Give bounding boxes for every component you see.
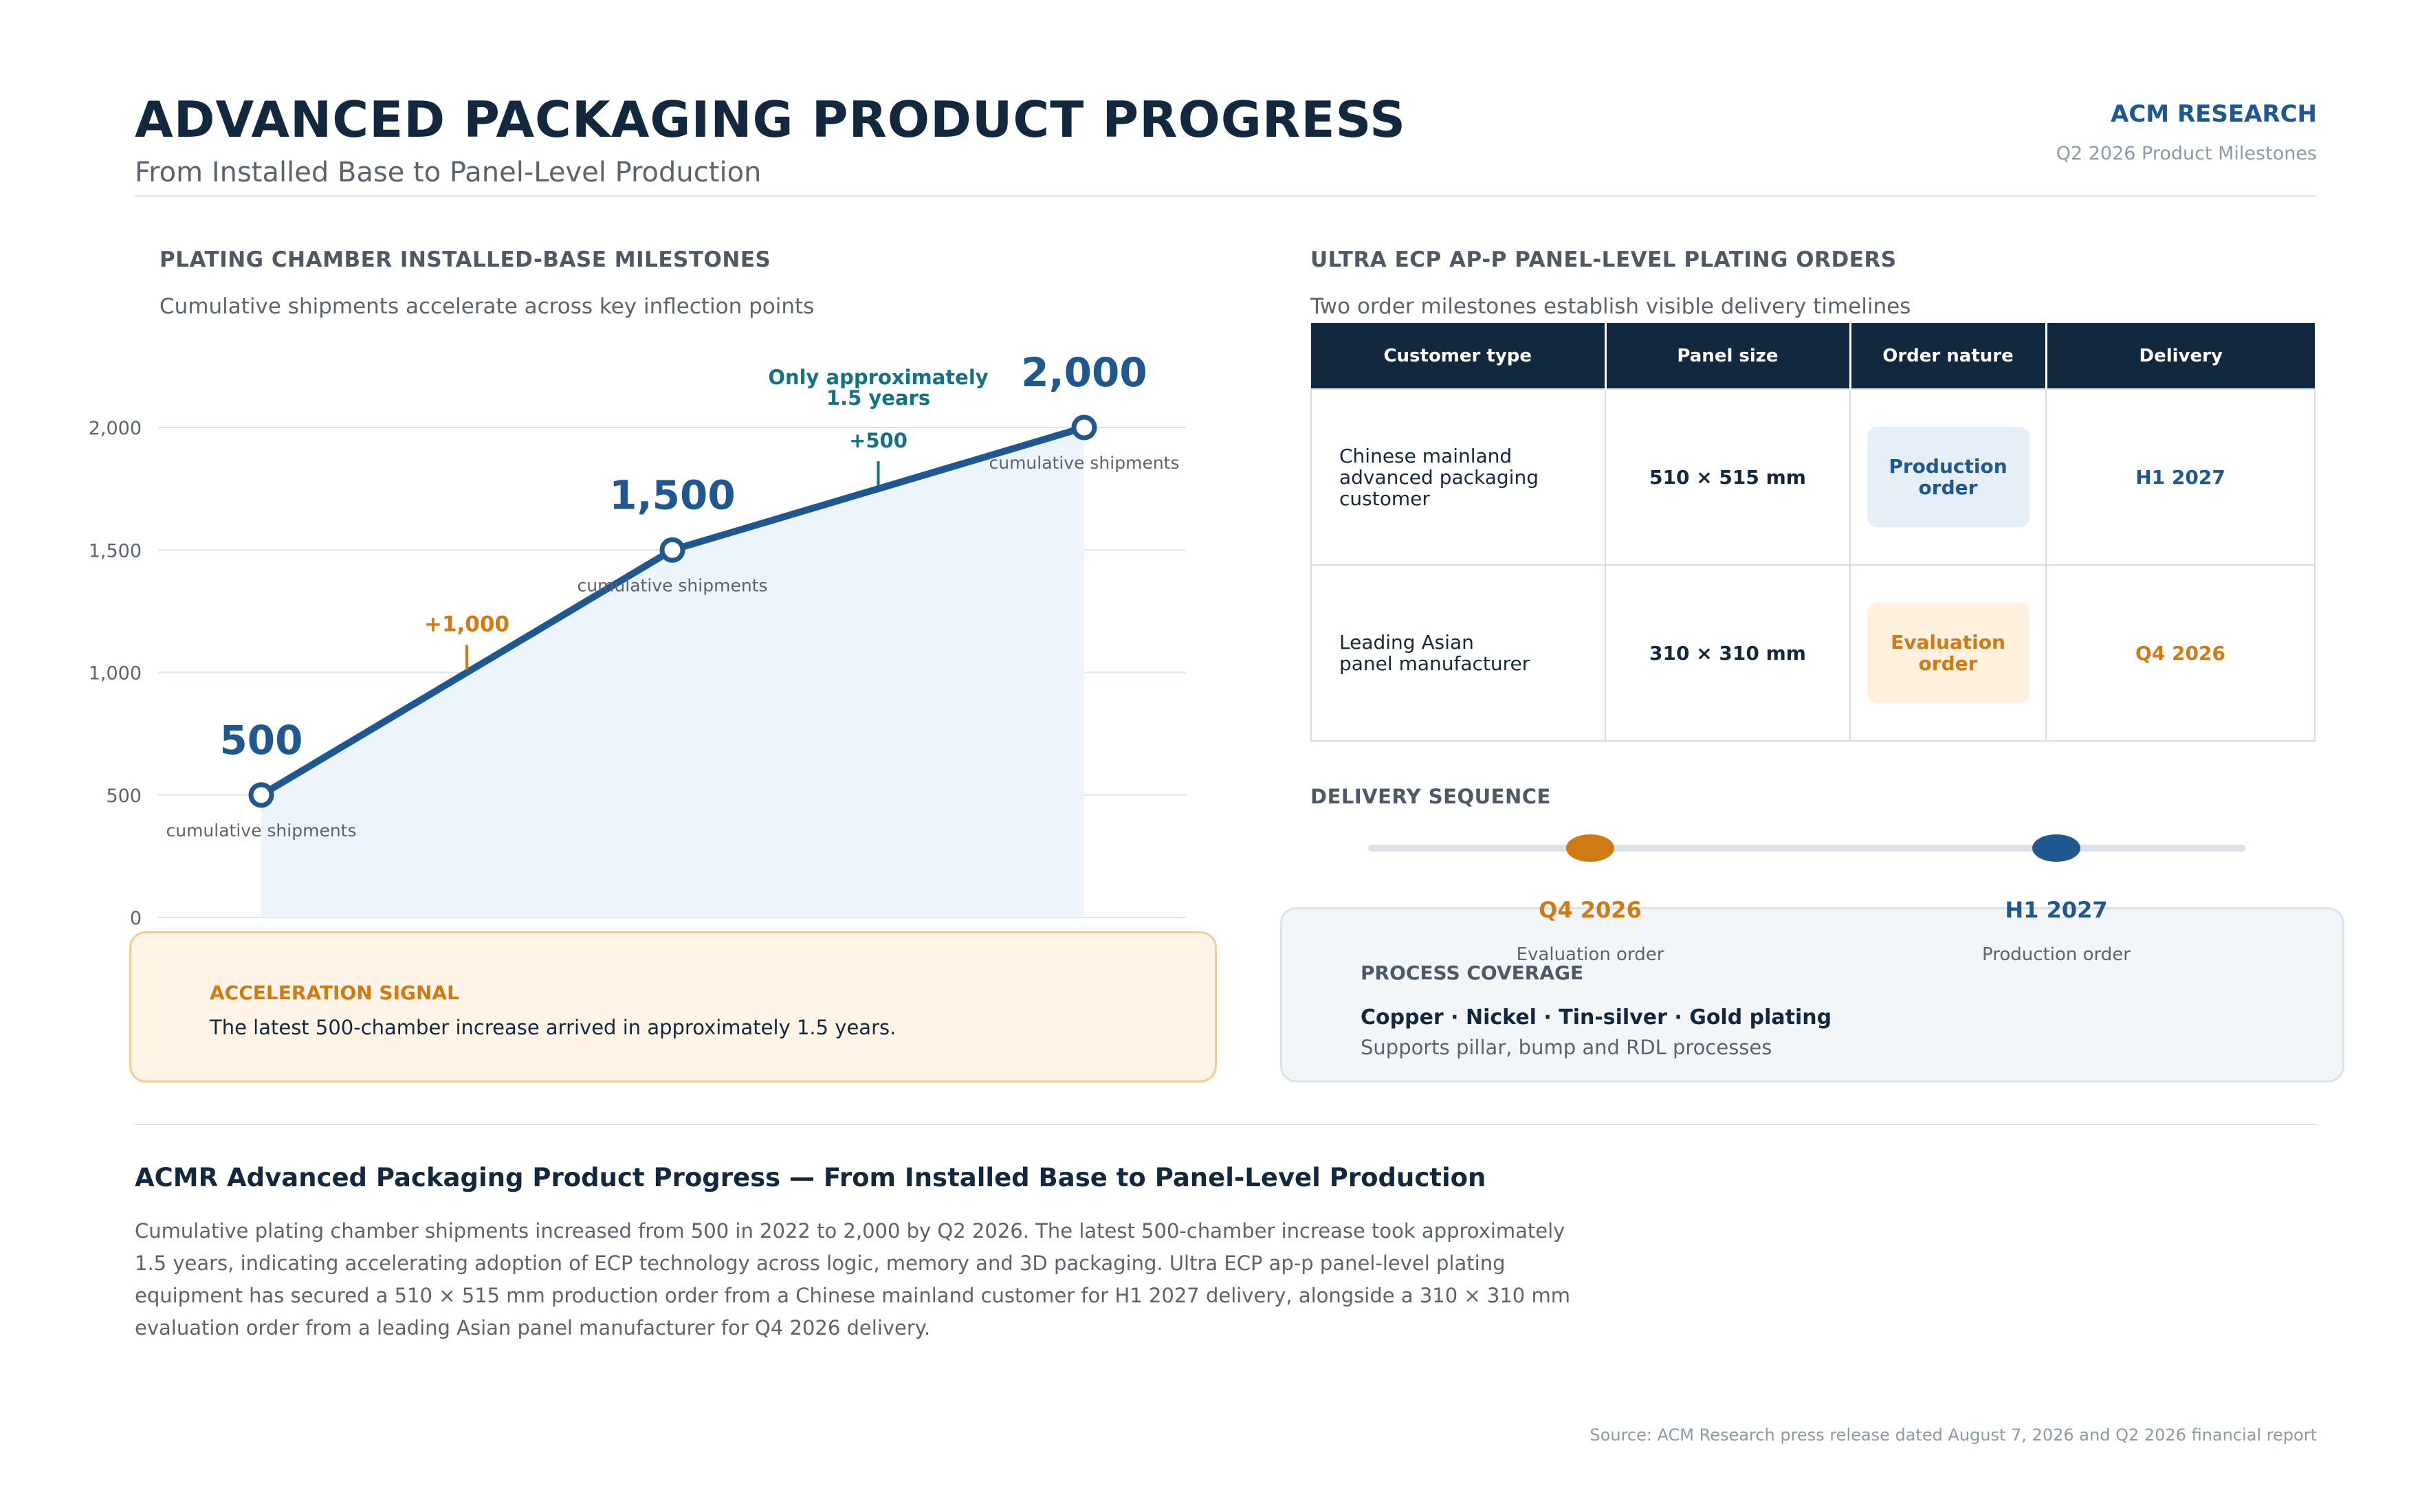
sequence-order-kind: Production order [1982,944,2131,965]
column-header-delivery: Delivery [2046,323,2315,389]
badge-line: Evaluation [1891,631,2005,654]
customer-line: Chinese mainland [1339,444,1512,467]
sequence-date: Q4 2026 [1539,897,1642,923]
customer-cell: Leading Asian panel manufacturer [1310,564,1606,742]
chart-area-fill [261,427,1084,918]
order-nature-cell: Production order [1849,388,2047,566]
chart-section-subheading: Cumulative shipments accelerate across k… [160,294,815,319]
data-point-sublabel: cumulative shipments [577,575,767,595]
badge-line: Production [1889,455,2008,478]
chart-section-heading: PLATING CHAMBER INSTALLED-BASE MILESTONE… [160,247,771,272]
panel-size-cell: 510 × 515 mm [1605,388,1851,566]
annotation-note: Only approximately [768,366,988,389]
badge-line: order [1918,652,1978,675]
order-nature-badge: Production order [1867,427,2030,527]
data-point [248,782,274,808]
customer-line: Leading Asian [1339,631,1474,654]
data-point [659,537,685,563]
brand-name: ACM RESEARCH [2111,100,2317,128]
panel-size-cell: 310 × 310 mm [1605,564,1851,742]
brand-subtitle: Q2 2026 Product Milestones [2056,143,2317,164]
column-header-order-nature: Order nature [1850,323,2047,389]
delivery-cell: H1 2027 [2045,388,2316,566]
acceleration-signal-box: ACCELERATION SIGNAL The latest 500-chamb… [129,931,1217,1082]
summary-title: ACMR Advanced Packaging Product Progress… [135,1163,1486,1192]
acceleration-signal-text: The latest 500-chamber increase arrived … [210,1016,896,1039]
page-subtitle: From Installed Base to Panel-Level Produ… [135,157,762,188]
data-value-label: 2,000 [1021,349,1147,396]
badge-line: order [1918,476,1978,499]
order-nature-badge: Evaluation order [1867,603,2030,703]
column-header-panel-size: Panel size [1605,323,1851,389]
customer-line: customer [1339,487,1430,510]
customer-line: advanced packaging [1339,465,1539,489]
delta-label: +1,000 [424,612,509,637]
delivery-cell: Q4 2026 [2045,564,2316,742]
data-value-label: 500 [219,717,302,764]
y-tick-label: 2,000 [89,418,142,439]
data-point-sublabel: cumulative shipments [989,453,1179,473]
delta-label: +500 [849,429,908,452]
process-coverage-title: PROCESS COVERAGE [1361,961,1584,984]
table-row: Leading Asian panel manufacturer 310 × 31… [1310,564,2316,742]
table-row: Chinese mainland advanced packaging custom… [1310,388,2316,566]
sequence-marker-q4-2026 [1566,834,1614,862]
customer-line: panel manufacturer [1339,652,1530,675]
delivery-sequence-heading: DELIVERY SEQUENCE [1310,785,1551,808]
process-coverage-list: Copper · Nickel · Tin-silver · Gold plat… [1361,1005,1832,1030]
order-nature-cell: Evaluation order [1849,564,2047,742]
summary-divider [135,1124,2317,1125]
page-title: ADVANCED PACKAGING PRODUCT PROGRESS [135,91,1406,148]
summary-body: Cumulative plating chamber shipments inc… [135,1219,1570,1339]
data-value-label: 1,500 [609,471,735,518]
installed-base-chart: 0 500 1,000 1,500 2,000 +1,000 +500 Only appro… [89,349,1186,929]
table-header-row: Customer type Panel size Order nature De… [1311,323,2315,389]
y-tick-label: 0 [130,908,142,929]
process-coverage-note: Supports pillar, bump and RDL processes [1361,1036,1772,1059]
y-tick-label: 500 [106,786,142,807]
column-header-customer: Customer type [1311,323,1607,389]
orders-table: Customer type Panel size Order nature De… [1310,323,2316,742]
sequence-marker-h1-2027 [2032,834,2080,862]
data-point-sublabel: cumulative shipments [166,821,356,841]
chart-points: 500 cumulative shipments 1,500 cumulative s… [166,349,1179,841]
y-tick-label: 1,000 [89,663,142,685]
sequence-track [1368,845,2245,852]
sequence-order-kind: Evaluation order [1516,944,1664,965]
sequence-date: H1 2027 [2005,897,2108,923]
source-note: Source: ACM Research press release dated… [1590,1425,2317,1445]
header-divider [135,195,2317,197]
process-coverage-box: PROCESS COVERAGE Copper · Nickel · Tin-s… [1280,907,2344,1082]
acceleration-signal-title: ACCELERATION SIGNAL [210,981,459,1004]
annotation-note: 1.5 years [826,386,930,410]
orders-section-heading: ULTRA ECP AP-P PANEL-LEVEL PLATING ORDER… [1310,247,1897,272]
y-tick-label: 1,500 [89,540,142,562]
orders-section-subheading: Two order milestones establish visible d… [1310,294,1911,319]
data-point [1071,414,1097,441]
customer-cell: Chinese mainland advanced packaging custom… [1310,388,1606,566]
